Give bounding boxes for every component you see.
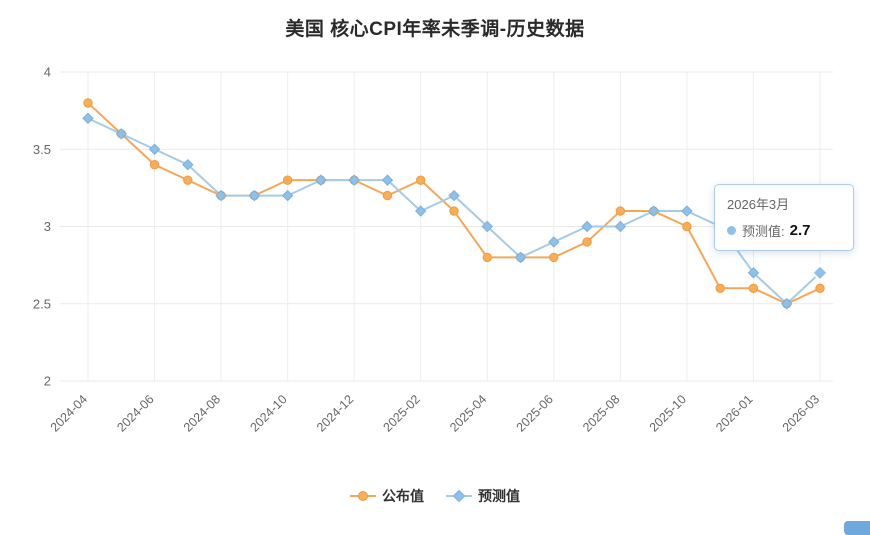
published-point[interactable] [549, 252, 559, 263]
published-point[interactable] [615, 206, 626, 216]
forecast-point[interactable] [415, 205, 427, 217]
forecast-point[interactable] [781, 298, 793, 310]
legend-item-forecast[interactable]: 预测值 [446, 486, 520, 506]
forecast-point[interactable] [381, 174, 394, 186]
published-point[interactable] [382, 190, 393, 201]
forecast-point[interactable] [215, 189, 227, 202]
published-point[interactable] [715, 283, 725, 293]
tooltip-series-label: 预测值: [742, 224, 785, 239]
forecast-point[interactable] [115, 128, 127, 140]
forecast-point[interactable] [614, 220, 627, 233]
forecast-point[interactable] [82, 112, 94, 125]
published-point[interactable] [482, 252, 492, 263]
tooltip-row: 预测值: 2.7 [727, 221, 839, 240]
published-point[interactable] [416, 175, 426, 185]
x-axis-tick-label: 2025-10 [647, 392, 689, 434]
forecast-series-dot-icon [727, 226, 736, 235]
published-point[interactable] [748, 283, 759, 293]
y-axis-tick-label: 3 [44, 219, 51, 234]
forecast-legend-marker-icon [446, 489, 472, 503]
x-axis-tick-label: 2025-08 [580, 392, 622, 434]
published-point[interactable] [83, 98, 93, 108]
y-axis-tick-label: 2.5 [33, 296, 51, 311]
published-point[interactable] [183, 175, 193, 185]
x-axis-tick-label: 2024-10 [247, 392, 289, 434]
y-axis-tick-label: 4 [44, 65, 51, 80]
tooltip-date: 2026年3月 [727, 197, 790, 212]
forecast-point[interactable] [548, 236, 560, 248]
x-axis-tick-label: 2024-06 [114, 392, 156, 434]
x-axis-tick-label: 2024-12 [314, 392, 356, 434]
page-corner-widget[interactable] [844, 521, 870, 535]
published-point[interactable] [582, 237, 592, 247]
forecast-point[interactable] [148, 143, 161, 155]
forecast-point[interactable] [481, 220, 493, 233]
published-point[interactable] [282, 175, 293, 185]
forecast-point-highlighted[interactable] [811, 263, 829, 282]
forecast-point[interactable] [248, 189, 261, 202]
forecast-point[interactable] [747, 267, 760, 279]
legend-label-forecast: 预测值 [478, 488, 520, 504]
x-axis-tick-label: 2026-03 [780, 392, 822, 434]
forecast-point[interactable] [315, 174, 327, 186]
published-line [87, 101, 821, 305]
published-point[interactable] [815, 283, 825, 293]
forecast-point[interactable] [647, 205, 660, 217]
legend-item-published[interactable]: 公布值 [350, 486, 424, 506]
forecast-point[interactable] [681, 205, 693, 217]
tooltip-value: 2.7 [789, 222, 811, 239]
x-axis-tick-label: 2024-04 [48, 392, 90, 434]
legend-label-published: 公布值 [382, 488, 424, 504]
forecast-point[interactable] [514, 251, 527, 264]
forecast-point[interactable] [348, 174, 360, 186]
published-legend-marker-icon [350, 491, 376, 501]
y-axis-tick-label: 3.5 [33, 142, 51, 157]
published-point[interactable] [149, 160, 160, 170]
forecast-point[interactable] [448, 189, 460, 202]
forecast-point[interactable] [182, 158, 194, 171]
x-axis-tick-label: 2026-01 [713, 392, 755, 434]
x-axis-tick-label: 2024-08 [181, 392, 223, 434]
published-point[interactable] [682, 221, 692, 232]
chart-title: 美国 核心CPI年率未季调-历史数据 [285, 19, 585, 40]
forecast-point[interactable] [581, 220, 593, 233]
tooltip: 2026年3月 预测值: 2.7 [714, 184, 854, 251]
chart-legend: 公布值 预测值 [0, 486, 870, 506]
x-axis-tick-label: 2025-06 [514, 392, 556, 434]
line-chart[interactable]: 4 3.5 3 2.5 2 2024-04 2024-06 2024-08 2024-10 202… [0, 0, 870, 470]
x-axis-tick-label: 2025-04 [447, 392, 489, 434]
published-point[interactable] [449, 206, 459, 216]
forecast-point[interactable] [281, 189, 294, 202]
x-axis-tick-label: 2025-02 [381, 392, 423, 434]
y-axis-tick-label: 2 [44, 374, 51, 389]
